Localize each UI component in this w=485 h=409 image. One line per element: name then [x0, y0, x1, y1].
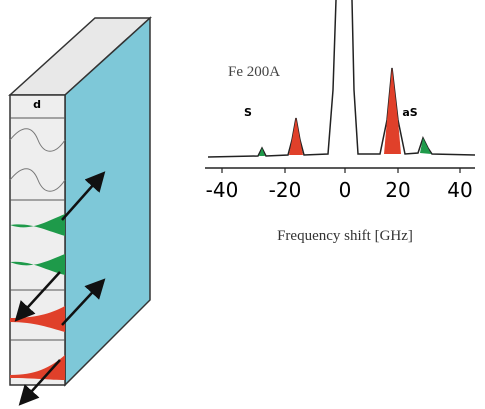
- tick-label: 0: [339, 178, 352, 202]
- tick-label: -20: [269, 178, 302, 202]
- spectrum: -40 -20 0 20 40 Fe 200A S aS Frequency s…: [205, 0, 476, 244]
- sample-label: Fe 200A: [228, 64, 280, 80]
- tick-label: 20: [385, 178, 410, 202]
- tick-label: 40: [447, 178, 472, 202]
- stokes-label: S: [244, 106, 252, 119]
- thickness-label: d: [33, 98, 41, 111]
- axis-title: Frequency shift [GHz]: [277, 228, 413, 244]
- slab: d: [8, 16, 152, 406]
- anti-stokes-label: aS: [402, 106, 417, 119]
- tick-label: -40: [206, 178, 239, 202]
